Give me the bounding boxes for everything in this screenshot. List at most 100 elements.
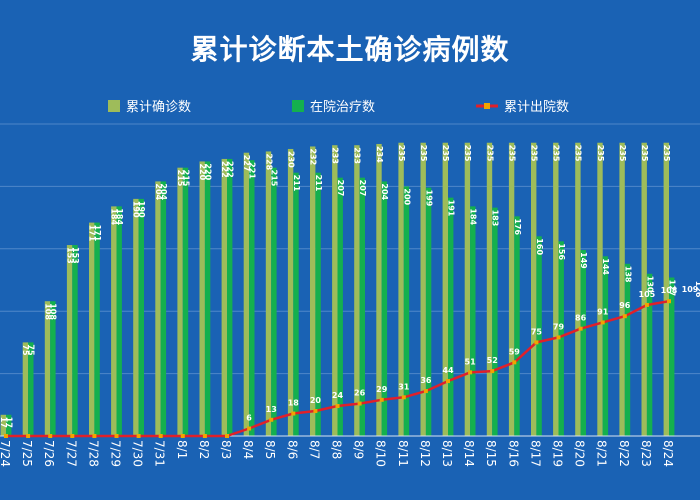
data-label-hospital: 220 xyxy=(203,163,212,180)
legend-item-discharged: 累计出院数 xyxy=(476,96,569,115)
bar-hospital xyxy=(448,197,454,436)
point-discharged xyxy=(512,360,517,365)
data-label-hospital: 17 xyxy=(5,417,14,428)
data-label-cumulative: 235 xyxy=(574,145,583,162)
data-label-cumulative: 220 xyxy=(198,163,207,180)
bar-hospital xyxy=(227,158,233,436)
x-tick-label: 8/1 xyxy=(175,440,189,459)
data-label-cumulative: 235 xyxy=(596,145,605,162)
point-discharged xyxy=(70,434,75,438)
x-tick-label: 8/9 xyxy=(352,440,366,459)
data-label-cumulative: 17 xyxy=(0,417,8,428)
bar-hospital xyxy=(315,172,321,436)
bar-cumulative xyxy=(354,145,360,436)
data-label-hospital: 138 xyxy=(623,266,632,283)
point-discharged xyxy=(313,409,318,414)
point-discharged xyxy=(490,369,495,374)
data-label-cumulative: 230 xyxy=(286,151,295,168)
data-label-cumulative: 222 xyxy=(220,161,229,178)
data-label-cumulative: 235 xyxy=(441,145,450,162)
data-label-hospital: 149 xyxy=(579,252,588,269)
bar-cumulative xyxy=(265,151,272,436)
bar-cumulative xyxy=(575,142,581,436)
data-label-hospital: 204 xyxy=(159,183,168,200)
bar-hospital xyxy=(669,277,675,436)
bar-cumulative xyxy=(376,143,382,436)
legend-item-hospital: 在院治疗数 xyxy=(292,96,375,115)
bar-hospital xyxy=(558,241,564,436)
data-label-discharged: 91 xyxy=(597,307,609,316)
x-tick-label: 8/16 xyxy=(506,440,520,467)
point-discharged xyxy=(578,326,583,331)
x-tick-label: 8/13 xyxy=(440,440,454,467)
data-label-cumulative: 235 xyxy=(419,145,428,162)
x-tick-label: 7/25 xyxy=(20,440,34,467)
bar-hospital xyxy=(6,414,12,436)
data-label-discharged: 18 xyxy=(288,399,300,408)
bar-cumulative xyxy=(486,142,493,436)
bar-cumulative xyxy=(398,142,404,436)
bar-cumulative xyxy=(553,142,559,436)
data-label-discharged: 20 xyxy=(310,396,322,405)
point-discharged xyxy=(667,299,671,304)
x-tick-label: 8/10 xyxy=(374,440,388,467)
data-label-hospital: 222 xyxy=(226,161,235,178)
point-discharged xyxy=(4,434,8,438)
point-discharged xyxy=(357,401,362,406)
bar-cumulative xyxy=(597,142,603,436)
bar-cumulative xyxy=(310,146,316,437)
bar-cumulative xyxy=(133,198,139,436)
data-label-cumulative: 171 xyxy=(88,225,97,242)
bar-hospital xyxy=(182,167,189,436)
bar-cumulative xyxy=(221,158,227,436)
data-label-discharged: 108 xyxy=(661,286,678,295)
x-tick-label: 8/14 xyxy=(462,440,476,467)
data-label-hospital: 211 xyxy=(314,175,323,192)
data-label-cumulative: 232 xyxy=(309,148,318,165)
data-label-cumulative: 228 xyxy=(264,153,273,170)
data-label-cumulative: 235 xyxy=(507,145,516,162)
point-discharged xyxy=(291,411,296,416)
data-label-cumulative: 184 xyxy=(110,208,119,225)
data-label-cumulative: 190 xyxy=(132,201,141,218)
point-discharged xyxy=(600,320,605,325)
bar-hospital xyxy=(470,206,476,436)
bar-cumulative xyxy=(0,414,6,436)
point-discharged xyxy=(401,395,406,400)
bar-hospital xyxy=(160,181,167,436)
bar-hospital xyxy=(28,342,34,436)
bar-hospital xyxy=(116,206,122,436)
bar-cumulative xyxy=(22,342,29,436)
data-label-hospital: 207 xyxy=(358,180,367,197)
bar-cumulative xyxy=(464,142,471,436)
data-label-discharged: 31 xyxy=(398,382,410,391)
data-label-hospital: 190 xyxy=(137,201,146,218)
bar-hospital xyxy=(624,263,631,436)
x-tick-label: 7/26 xyxy=(42,440,56,467)
data-label-discharged: 36 xyxy=(420,376,432,385)
x-tick-label: 8/2 xyxy=(197,440,211,459)
bar-cumulative xyxy=(332,145,338,436)
data-label-discharged: 96 xyxy=(619,301,631,310)
data-label-cumulative: 227 xyxy=(242,155,251,172)
point-discharged xyxy=(202,434,207,438)
data-label-hospital: 127 xyxy=(668,280,677,297)
point-discharged xyxy=(534,340,539,345)
x-tick-label: 8/19 xyxy=(551,440,565,467)
data-label-discharged: 13 xyxy=(266,405,277,414)
data-label-discharged: 24 xyxy=(332,391,344,400)
x-tick-label: 8/3 xyxy=(219,440,233,459)
bar-hospital xyxy=(94,222,100,436)
data-label-cumulative: 235 xyxy=(662,145,671,162)
data-label-hospital: 144 xyxy=(601,258,610,275)
bar-hospital xyxy=(337,177,343,436)
bar-cumulative xyxy=(155,181,161,436)
x-tick-label: 7/31 xyxy=(153,440,167,467)
bar-hospital xyxy=(536,236,542,436)
bar-hospital xyxy=(514,216,520,436)
bar-cumulative xyxy=(442,142,448,436)
bar-hospital xyxy=(359,177,365,436)
data-label-cumulative: 235 xyxy=(485,145,494,162)
bar-cumulative xyxy=(641,142,647,436)
x-tick-label: 8/20 xyxy=(573,440,587,467)
